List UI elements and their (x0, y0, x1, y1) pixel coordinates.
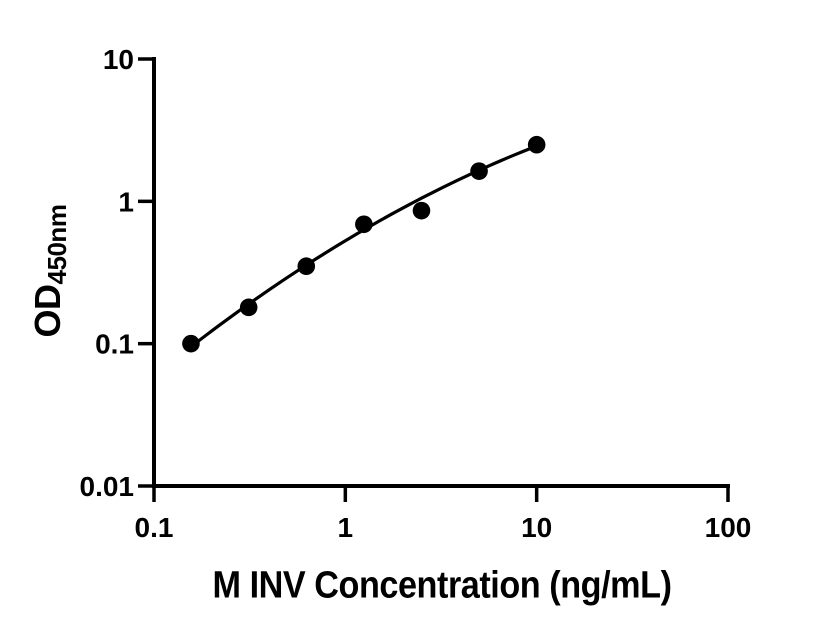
y-tick-label: 10 (103, 44, 134, 75)
x-tick-label: 1 (338, 512, 354, 543)
y-axis-title: OD450nm (27, 205, 73, 338)
ticks-layer (138, 57, 730, 502)
y-tick-label: 0.01 (80, 471, 135, 502)
data-point-marker (470, 162, 488, 180)
axes-layer (152, 57, 730, 488)
y-tick-label: 0.1 (95, 329, 134, 360)
x-tick-label: 100 (705, 512, 752, 543)
data-point-marker (297, 257, 316, 276)
x-axis-title: M INV Concentration (ng/mL) (212, 564, 672, 607)
y-axis-title-subscript: 450nm (42, 204, 72, 285)
x-tick-label: 0.1 (135, 512, 174, 543)
data-point-marker (182, 334, 200, 353)
data-point-marker (412, 201, 431, 220)
y-tick-label: 1 (118, 186, 134, 217)
data-points-layer (182, 135, 546, 353)
x-tick-label: 10 (521, 512, 552, 543)
data-point-marker (355, 215, 373, 234)
data-point-marker (239, 298, 258, 317)
data-point-marker (527, 135, 546, 154)
y-axis-title-main: OD (27, 284, 68, 338)
